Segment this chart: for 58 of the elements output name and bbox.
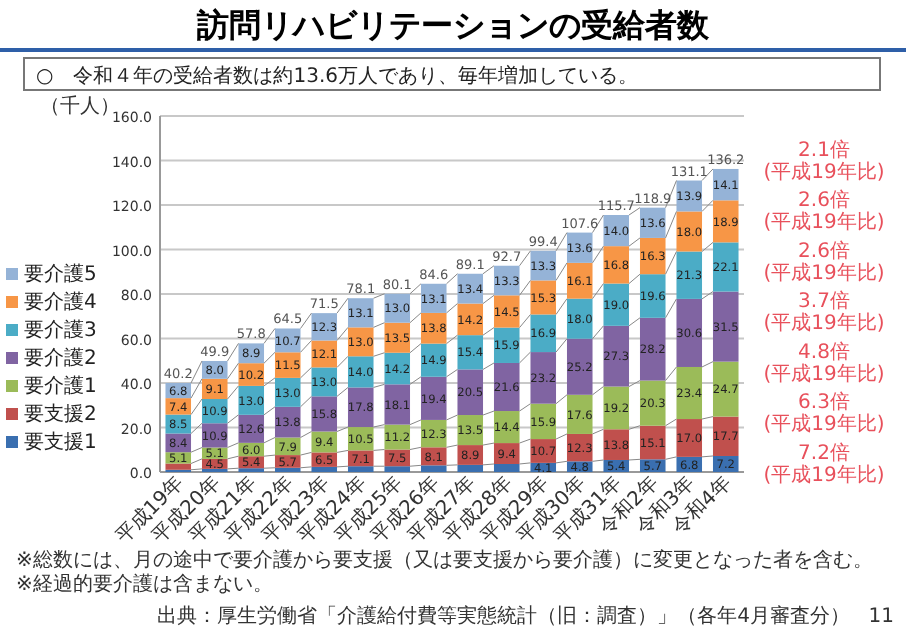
bar [493,295,520,328]
bar [639,274,666,318]
bar [566,394,593,434]
text: 4.8倍 (平成19年比) [763,339,885,386]
bar [493,411,520,444]
bar [566,338,593,395]
bar [566,298,593,339]
text: 7.2倍 (平成19年比) [763,440,885,487]
bar [566,262,593,299]
legend-label: 要介護4 [24,290,97,314]
text: 6.3倍 (平成19年比) [763,390,885,437]
bar [384,466,411,472]
bar [347,466,374,472]
bar [420,465,447,472]
text: 2.6倍 (平成19年比) [763,188,885,235]
bar [676,366,703,420]
bar [603,325,630,387]
bar [384,384,411,425]
chart-title: 訪問リハビリテーションの受給者数 [195,6,711,44]
bar [420,376,447,420]
bar [603,283,630,326]
bar [676,251,703,299]
bar [457,464,484,472]
legend-label: 要介護1 [24,374,97,398]
bar [530,314,557,353]
bar [639,380,666,426]
bar [603,386,630,430]
bar [457,369,484,416]
legend-label: 要介護5 [24,262,97,286]
legend-label: 要支援1 [24,430,97,454]
source-note: 出典：厚生労働省「介護給付費等実態統計（旧：調査）」（各年4月審査分） [157,604,850,628]
bar [347,387,374,428]
legend-label: 要支援2 [24,402,97,426]
text: ※経過的要介護は含まない。 [16,572,273,596]
bar [165,463,192,470]
bar [311,466,338,472]
bar [676,298,703,367]
bar [603,246,630,284]
text: 3.7倍 (平成19年比) [763,289,885,336]
text: 2.6倍 (平成19年比) [763,238,885,285]
bar [530,352,557,404]
bar [712,291,739,362]
bar [311,396,338,432]
bar [676,211,703,252]
bar [712,361,739,417]
bar [639,317,666,381]
bar [712,242,739,292]
bar [676,419,703,457]
bar [712,416,739,456]
text: 2.1倍 (平成19年比) [763,138,885,185]
text: ※総数には、月の途中で要介護から要支援（又は要支援から要介護）に変更となった者を含む。 [16,548,873,572]
bar [493,463,520,472]
chart-subtitle: ○ 令和４年の受給者数は約13.6万人であり、毎年増加している。 [36,64,638,88]
legend-label: 要介護3 [24,318,97,342]
bar [493,362,520,412]
legend-label: 要介護2 [24,346,97,370]
text: 11 [868,606,894,628]
bar [712,200,739,243]
